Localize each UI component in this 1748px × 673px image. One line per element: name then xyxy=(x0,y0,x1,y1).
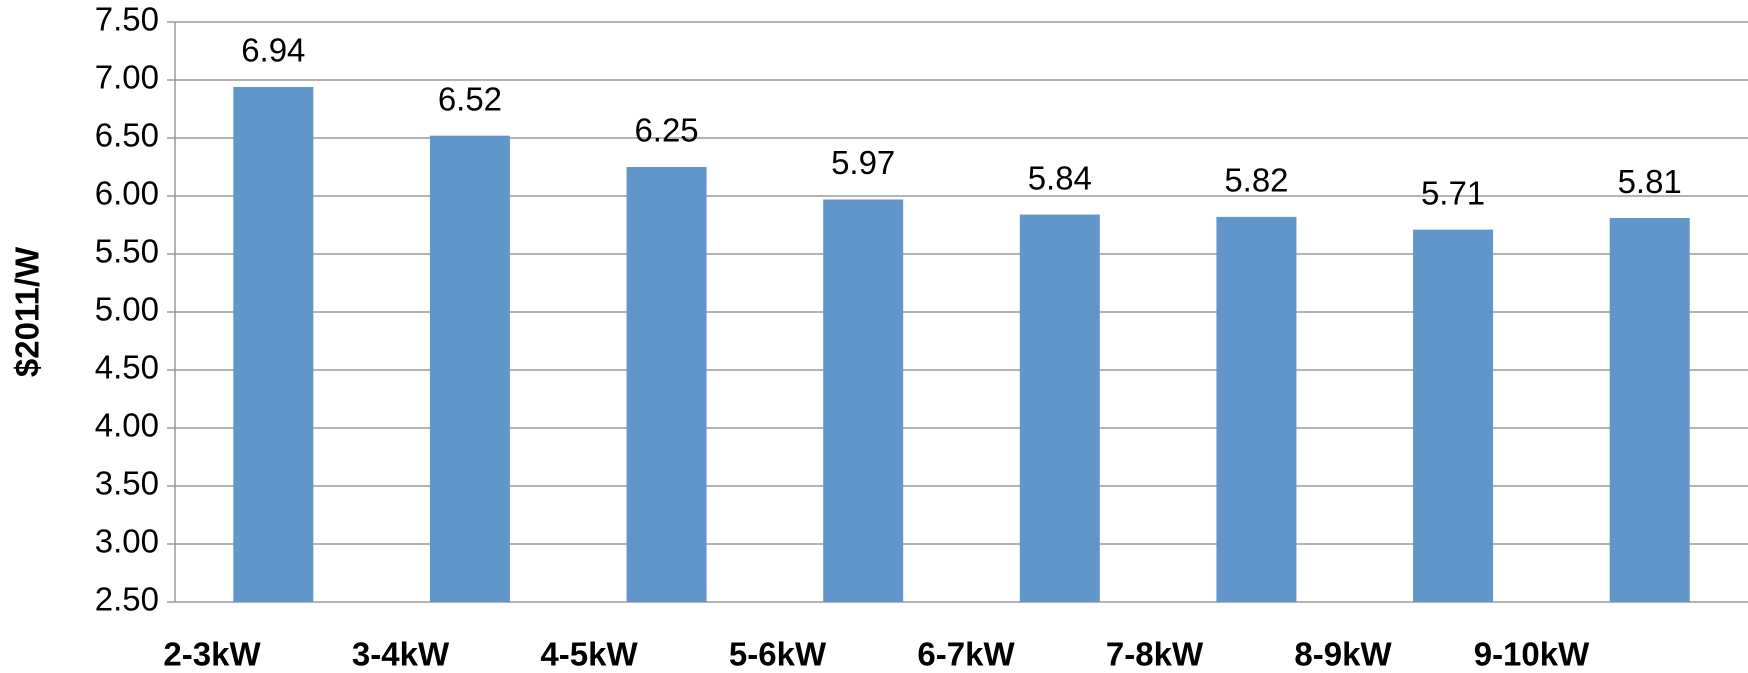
y-axis-title: $2011/W xyxy=(9,246,46,377)
value-label: 6.52 xyxy=(438,80,502,117)
bar xyxy=(823,199,904,603)
y-tick-label: 6.50 xyxy=(95,117,159,154)
y-tick-label: 4.00 xyxy=(95,407,159,444)
bar xyxy=(1609,218,1690,603)
bar xyxy=(233,86,314,602)
bar xyxy=(1019,214,1100,602)
x-tick-label: 4-5kW xyxy=(540,636,638,673)
value-label: 5.84 xyxy=(1028,159,1092,196)
y-tick-label: 5.50 xyxy=(95,233,159,270)
bar xyxy=(626,167,707,602)
value-label: 5.71 xyxy=(1421,174,1485,211)
y-tick-label: 2.50 xyxy=(95,581,159,618)
x-tick-label: 2-3kW xyxy=(163,636,261,673)
x-tick-label: 6-7kW xyxy=(917,636,1015,673)
value-label: 5.81 xyxy=(1618,163,1682,200)
y-tick-label: 6.00 xyxy=(95,175,159,212)
value-label: 6.94 xyxy=(241,32,305,69)
x-tick-label: 8-9kW xyxy=(1294,636,1392,673)
y-tick-label: 3.50 xyxy=(95,465,159,502)
x-tick-label: 3-4kW xyxy=(352,636,450,673)
y-tick-label: 5.00 xyxy=(95,291,159,328)
bar xyxy=(429,135,510,602)
y-tick-label: 4.50 xyxy=(95,349,159,386)
x-tick-label: 5-6kW xyxy=(729,636,827,673)
y-tick-label: 3.00 xyxy=(95,523,159,560)
x-tick-label: 7-8kW xyxy=(1106,636,1204,673)
x-tick-label: 9-10kW xyxy=(1474,636,1590,673)
value-label: 5.97 xyxy=(831,144,895,181)
y-tick-label: 7.00 xyxy=(95,59,159,96)
value-label: 5.82 xyxy=(1224,162,1288,199)
y-tick-label: 7.50 xyxy=(95,1,159,38)
bar xyxy=(1216,216,1297,602)
bar xyxy=(1413,229,1494,602)
value-label: 6.25 xyxy=(634,112,698,149)
